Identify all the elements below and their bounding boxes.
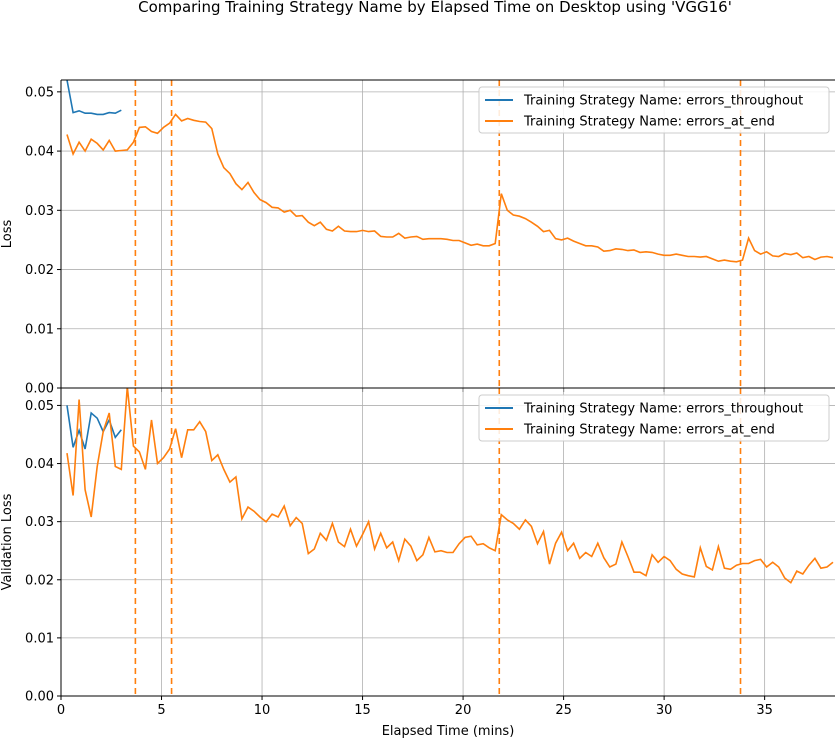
y-tick-label: 0.05 [25, 85, 54, 100]
x-tick-label: 15 [354, 703, 371, 718]
x-axis-label: Elapsed Time (mins) [382, 724, 515, 739]
series-line-errors_at_end [66, 388, 834, 584]
y-tick-label: 0.01 [25, 322, 54, 337]
legend-label: Training Strategy Name: errors_throughou… [523, 402, 803, 417]
y-axis-label: Loss [0, 220, 15, 249]
y-tick-label: 0.00 [25, 690, 54, 705]
legend-label: Training Strategy Name: errors_at_end [523, 423, 775, 438]
y-tick-label: 0.00 [25, 382, 54, 397]
y-tick-label: 0.04 [25, 457, 54, 472]
series-line-errors_at_end [66, 113, 834, 263]
y-tick-label: 0.04 [25, 145, 54, 160]
series-line-errors_throughout [66, 80, 122, 116]
y-tick-label: 0.02 [25, 573, 54, 588]
legend-box [478, 86, 830, 134]
y-tick-label: 0.02 [25, 263, 54, 278]
y-tick-label: 0.03 [25, 204, 54, 219]
x-tick-label: 0 [57, 703, 65, 718]
x-tick-label: 35 [756, 703, 773, 718]
legend-label: Training Strategy Name: errors_at_end [523, 115, 775, 130]
panel-2: 0.00 0.01 0.02 0.03 0.04 0.05 0 5 10 15 20 25 30 35 Va… [0, 387, 835, 718]
legend-box [478, 394, 830, 442]
x-tick-label: 10 [254, 703, 271, 718]
y-tick-label: 0.01 [25, 631, 54, 646]
x-tick-label: 5 [157, 703, 165, 718]
legend: Training Strategy Name: errors_throughou… [478, 86, 830, 134]
x-tick-label: 30 [656, 703, 673, 718]
chart-title: Comparing Training Strategy Name by Elap… [138, 0, 732, 16]
x-tick-label: 25 [555, 703, 572, 718]
y-tick-label: 0.03 [25, 515, 54, 530]
legend: Training Strategy Name: errors_throughou… [478, 394, 830, 442]
legend-label: Training Strategy Name: errors_throughou… [523, 94, 803, 109]
y-axis-label: Validation Loss [0, 493, 15, 590]
x-tick-label: 20 [455, 703, 472, 718]
y-tick-label: 0.05 [25, 399, 54, 414]
